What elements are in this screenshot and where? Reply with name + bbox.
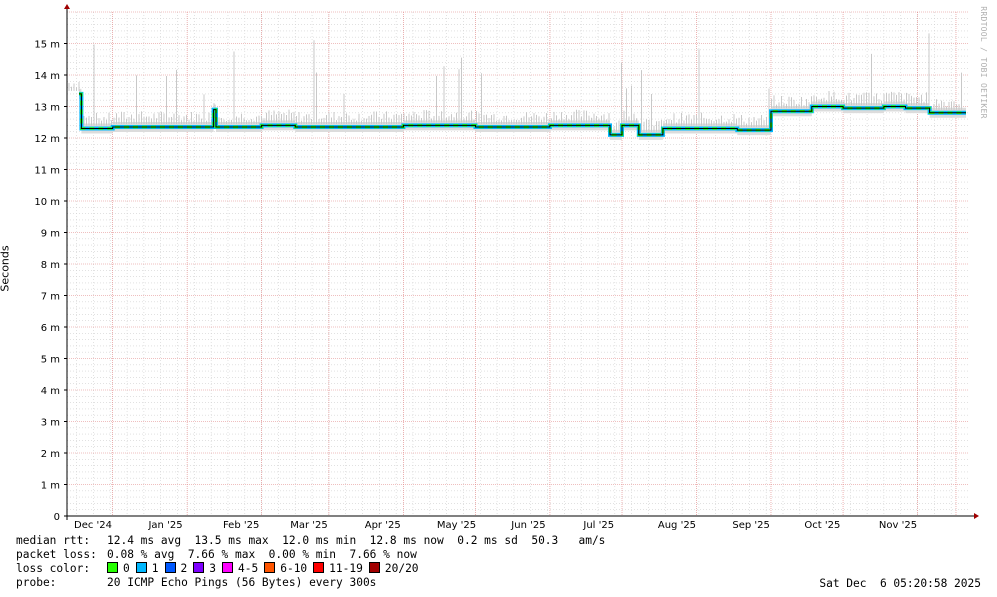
loss-swatch <box>264 562 276 573</box>
y-tick-label: 0 <box>54 512 60 523</box>
x-tick-label: Apr '25 <box>365 520 401 531</box>
loss-swatch-label: 3 <box>209 562 216 575</box>
packet-loss-values: 0.08 % avg 7.66 % max 0.00 % min 7.66 % … <box>107 548 417 561</box>
loss-legend-item: 11-19 <box>313 562 363 575</box>
loss-swatch-label: 20/20 <box>384 562 419 575</box>
loss-color-legend: 0 1 2 3 4-5 6-10 11-19 20/20 <box>107 562 425 575</box>
loss-swatch-label: 6-10 <box>280 562 308 575</box>
loss-swatch <box>193 562 205 573</box>
loss-swatch-label: 0 <box>123 562 130 575</box>
median-line <box>79 93 966 136</box>
median-path <box>79 93 966 136</box>
y-tick-label: 12 m <box>34 134 60 145</box>
loss-swatch <box>164 562 176 573</box>
packet-loss-label: packet loss: <box>16 548 97 561</box>
loss-legend-item: 1 <box>135 562 159 575</box>
loss-color-row: loss color: 0 1 2 3 4-5 6-10 11-19 20/20 <box>16 562 425 576</box>
probe-label: probe: <box>16 576 57 589</box>
x-tick-label: Aug '25 <box>658 520 696 531</box>
loss-swatch <box>222 562 233 573</box>
loss-legend-item: 2 <box>164 562 188 575</box>
y-tick-label: 4 m <box>41 386 60 397</box>
x-tick-label: Jun '25 <box>510 520 545 531</box>
x-axis-arrow <box>974 513 979 519</box>
y-tick-label: 9 m <box>41 229 60 240</box>
median-rtt-row: median rtt: 12.4 ms avg 13.5 ms max 12.0 … <box>16 534 605 548</box>
y-tick-label: 7 m <box>41 292 60 303</box>
y-tick-label: 2 m <box>41 449 60 460</box>
x-tick-label: Dec '24 <box>74 520 112 531</box>
y-axis-arrow <box>64 4 70 9</box>
x-tick-label: May '25 <box>437 520 476 531</box>
loss-legend-item: 0 <box>107 562 130 575</box>
x-tick-label: Nov '25 <box>879 520 917 531</box>
loss-swatch <box>135 562 147 573</box>
y-tick-label: 14 m <box>34 71 60 82</box>
loss-color-label: loss color: <box>16 562 91 575</box>
loss-legend-item: 20/20 <box>368 562 419 575</box>
y-tick-label: 11 m <box>34 166 60 177</box>
y-tick-label: 10 m <box>34 197 60 208</box>
loss-legend-item: 3 <box>193 562 216 575</box>
rrdtool-watermark: RRDTOOL / TOBI OETIKER <box>978 6 988 119</box>
loss-legend-item: 6-10 <box>264 562 307 575</box>
latency-chart: 0 1 m 2 m 3 m 4 m 5 m 6 m 7 m 8 m 9 m 10 m 11 m 12 m… <box>34 4 979 531</box>
packet-loss-row: packet loss: 0.08 % avg 7.66 % max 0.00 %… <box>16 548 417 562</box>
x-tick-label: Feb '25 <box>223 520 259 531</box>
loss-swatch-label: 1 <box>151 562 159 575</box>
y-tick-labels: 0 1 m 2 m 3 m 4 m 5 m 6 m 7 m 8 m 9 m 10 m 11 m 12 m… <box>34 40 67 523</box>
loss-legend-item: 4-5 <box>222 562 258 575</box>
y-tick-label: 15 m <box>34 40 60 51</box>
x-tick-labels: Dec '24 Jan '25 Feb '25 Mar '25 Apr '25 May '… <box>74 520 917 531</box>
minor-grid <box>67 12 968 516</box>
y-tick-label: 8 m <box>41 260 60 271</box>
x-tick-label: Jan '25 <box>147 520 182 531</box>
generated-timestamp: Sat Dec 6 05:20:58 2025 <box>819 577 981 590</box>
y-tick-label: 1 m <box>41 481 60 492</box>
median-rtt-label: median rtt: <box>16 534 91 547</box>
x-tick-label: Oct '25 <box>804 520 840 531</box>
y-tick-label: 3 m <box>41 418 60 429</box>
y-tick-label: 13 m <box>34 103 60 114</box>
smoke-band <box>68 33 966 140</box>
x-tick-label: Sep '25 <box>732 520 770 531</box>
loss-swatch <box>107 562 118 573</box>
y-tick-label: 6 m <box>41 323 60 334</box>
loss-swatch-label: 4-5 <box>238 562 259 575</box>
x-tick-label: Jul '25 <box>582 520 614 531</box>
median-rtt-values: 12.4 ms avg 13.5 ms max 12.0 ms min 12.8… <box>107 534 606 547</box>
major-grid <box>67 11 968 516</box>
loss-swatch <box>313 562 325 573</box>
loss-swatch <box>368 562 380 573</box>
probe-row: probe: 20 ICMP Echo Pings (56 Bytes) ever… <box>16 576 376 590</box>
probe-value: 20 ICMP Echo Pings (56 Bytes) every 300s <box>107 576 377 589</box>
y-axis-label: Seconds <box>0 245 12 292</box>
y-tick-label: 5 m <box>41 355 60 366</box>
loss-swatch-label: 11-19 <box>329 562 363 575</box>
x-tick-label: Mar '25 <box>290 520 328 531</box>
loss-swatch-label: 2 <box>180 562 188 575</box>
